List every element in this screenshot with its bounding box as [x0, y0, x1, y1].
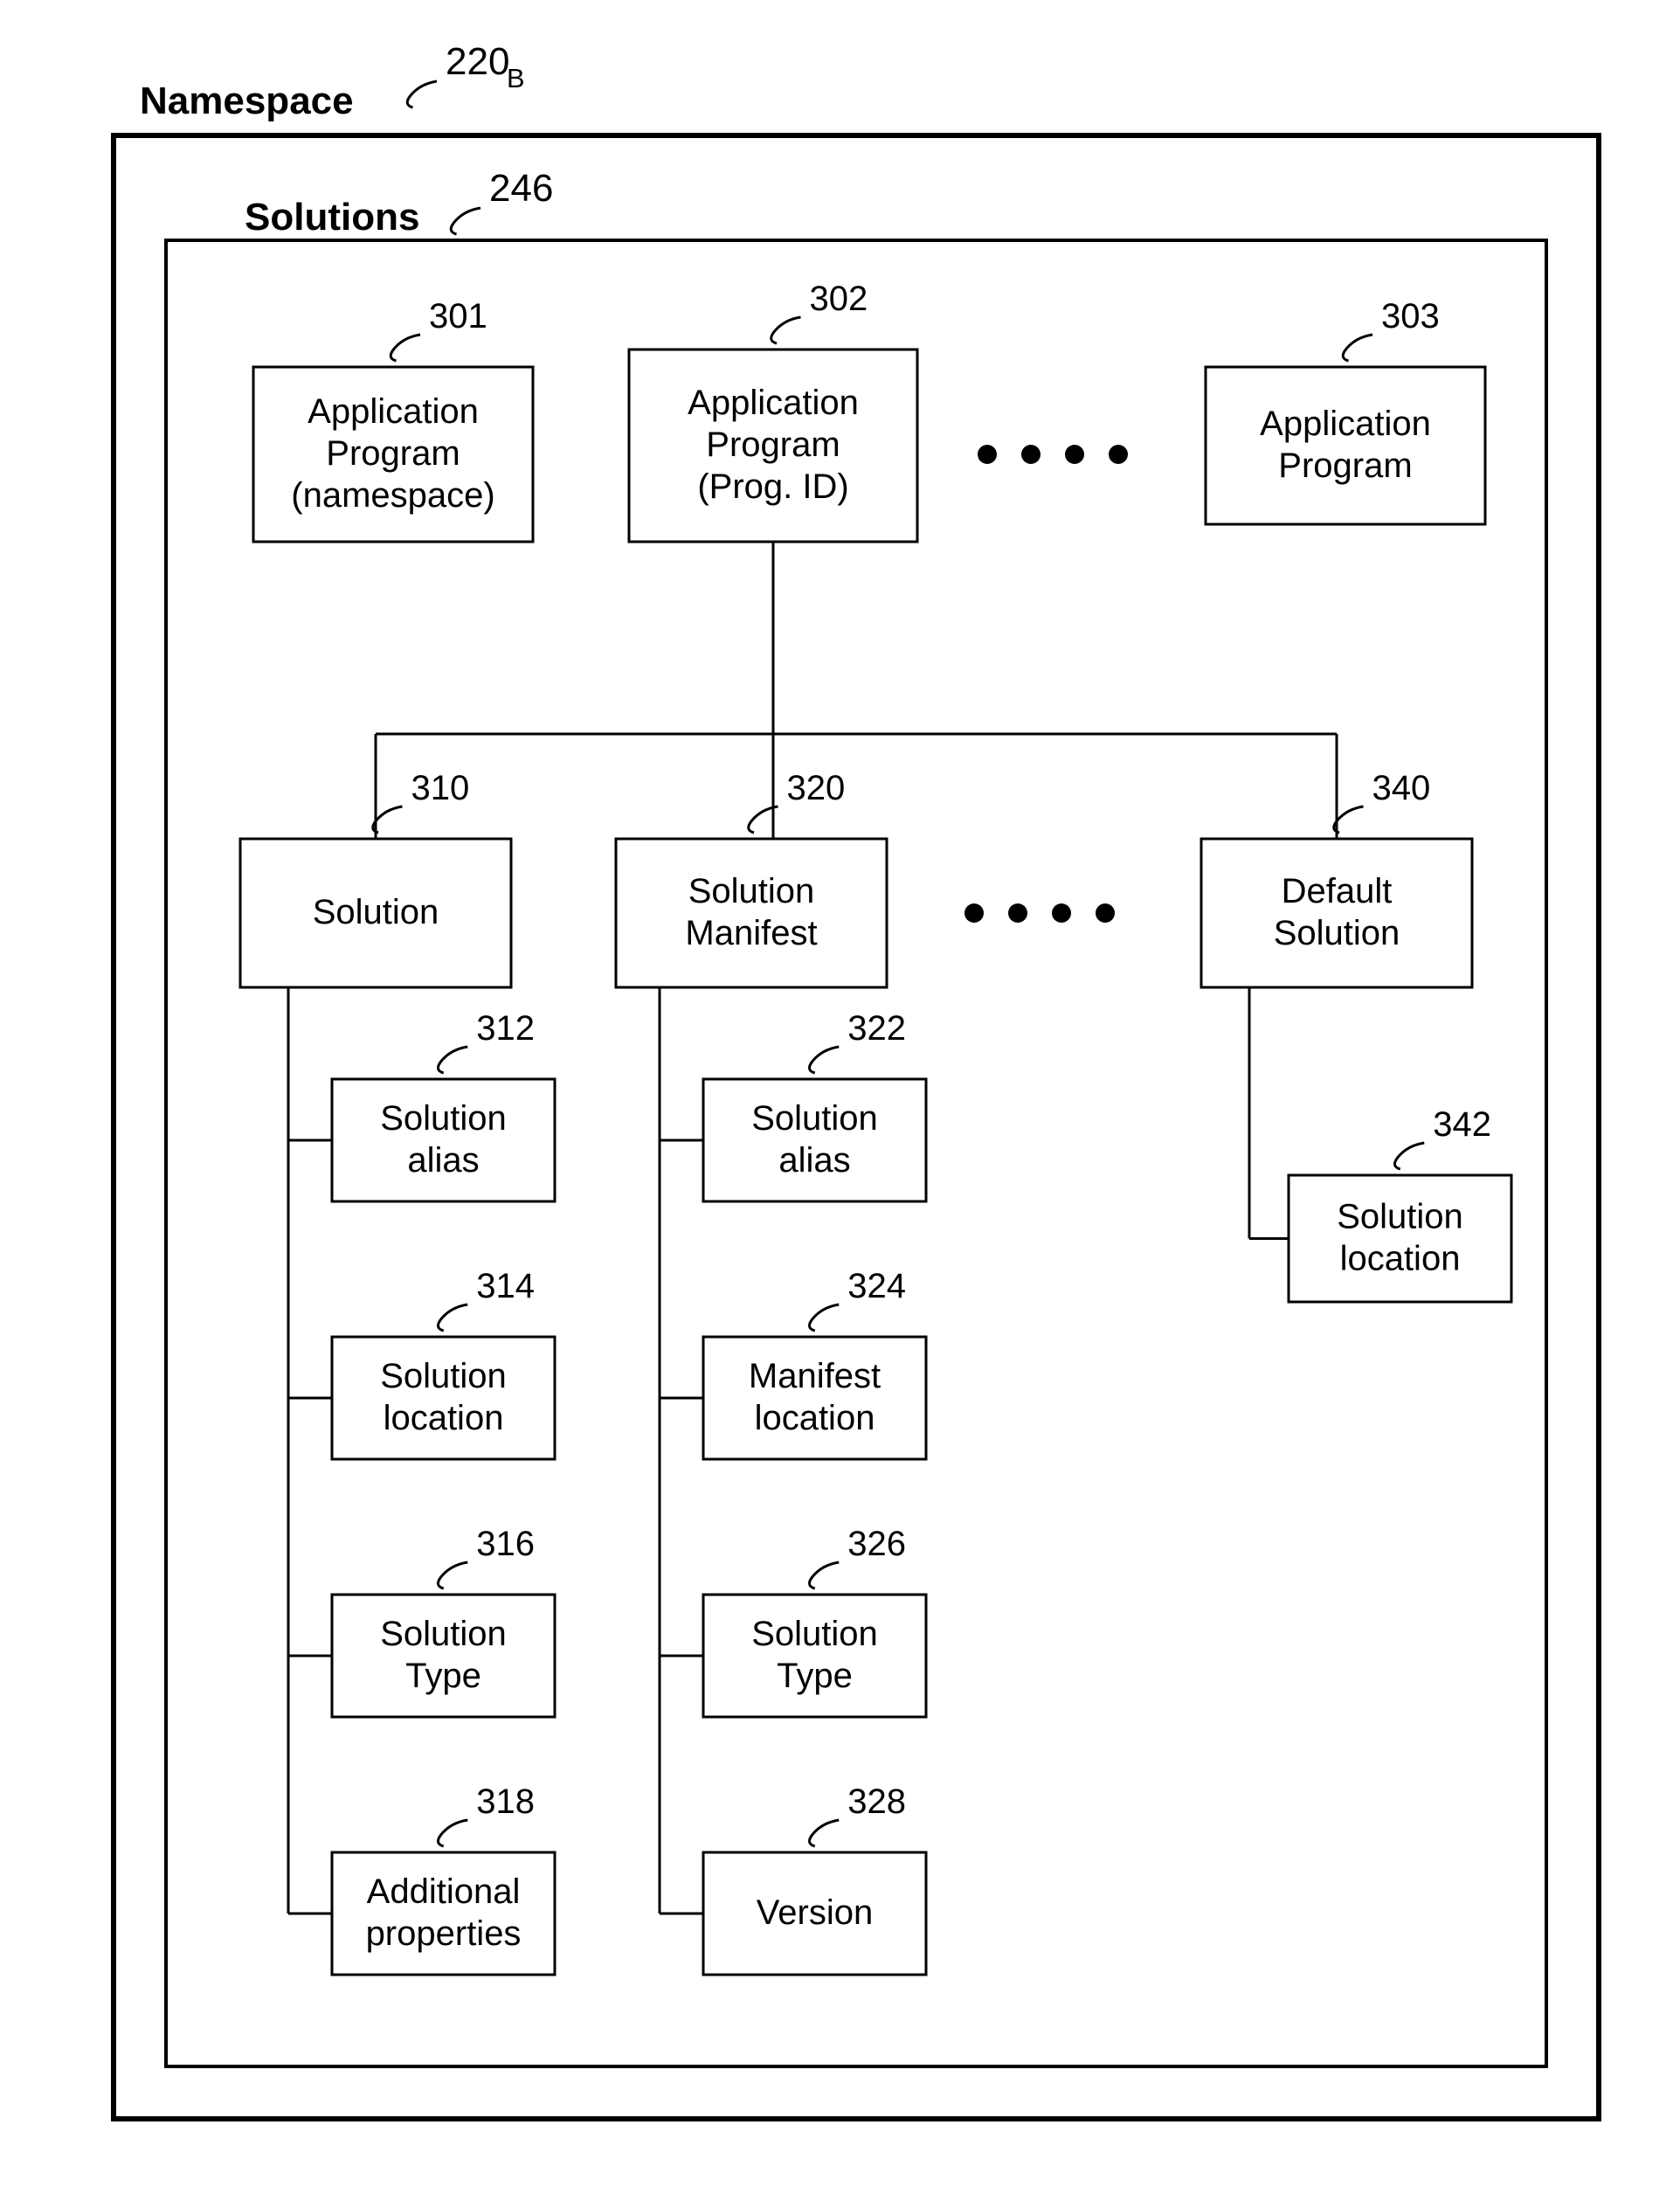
svg-text:Application: Application: [688, 384, 859, 422]
svg-text:location: location: [1340, 1240, 1461, 1278]
svg-text:location: location: [384, 1399, 504, 1437]
col-mid-m-version: Version 328: [703, 1782, 926, 1975]
svg-text:Application: Application: [308, 392, 479, 431]
svg-text:310: 310: [411, 769, 470, 807]
svg-text:Solution: Solution: [380, 1357, 507, 1395]
svg-text:301: 301: [429, 297, 487, 336]
col-left-sol-alias: Solutionalias 312: [332, 1009, 555, 1201]
col-left-sol-type: Solution Type 316: [332, 1525, 555, 1717]
svg-text:Additional: Additional: [367, 1872, 521, 1911]
svg-text:328: 328: [847, 1782, 906, 1821]
svg-text:alias: alias: [407, 1141, 479, 1180]
svg-text:Solution: Solution: [751, 1615, 878, 1653]
app-303: ApplicationProgram 303: [1206, 297, 1485, 524]
svg-text:322: 322: [847, 1009, 906, 1048]
svg-text:326: 326: [847, 1525, 906, 1563]
svg-text:Type: Type: [405, 1657, 481, 1695]
svg-text:Manifest: Manifest: [685, 914, 817, 952]
svg-text:Program: Program: [1278, 446, 1412, 485]
svg-text:Program: Program: [706, 426, 840, 464]
svg-text:312: 312: [476, 1009, 535, 1048]
svg-text:324: 324: [847, 1267, 906, 1305]
ellipsis-dot: [978, 445, 997, 464]
col-left-sol-props: Additionalproperties 318: [332, 1782, 555, 1975]
app-301: ApplicationProgram(namespace) 301: [253, 297, 533, 542]
svg-text:Default: Default: [1282, 872, 1393, 910]
col-left-sol-location: Solution location 314: [332, 1267, 555, 1459]
svg-text:Solution: Solution: [1337, 1198, 1463, 1236]
svg-text:303: 303: [1381, 297, 1440, 336]
col-mid-m-location: Manifest location 324: [703, 1267, 926, 1459]
svg-text:Solution: Solution: [313, 893, 439, 931]
svg-text:Solution: Solution: [1274, 914, 1400, 952]
svg-text:Solution: Solution: [380, 1615, 507, 1653]
svg-text:Namespace: Namespace: [140, 80, 354, 122]
svg-text:302: 302: [810, 280, 868, 318]
svg-text:Solutions: Solutions: [245, 196, 419, 239]
svg-text:320: 320: [787, 769, 846, 807]
col-mid-m-alias: Solutionalias 322: [703, 1009, 926, 1201]
svg-text:alias: alias: [778, 1141, 850, 1180]
ellipsis-dot: [964, 903, 984, 923]
app-302: Application Program(Prog. ID) 302: [629, 280, 917, 542]
svg-text:342: 342: [1433, 1105, 1491, 1144]
svg-text:Solution: Solution: [688, 872, 815, 910]
svg-text:Application: Application: [1260, 405, 1431, 443]
svg-text:Manifest: Manifest: [749, 1357, 881, 1395]
svg-text:220: 220: [446, 40, 509, 83]
svg-text:Type: Type: [777, 1657, 853, 1695]
svg-text:Program: Program: [326, 434, 460, 473]
svg-text:314: 314: [476, 1267, 535, 1305]
svg-text:340: 340: [1372, 769, 1431, 807]
svg-text:properties: properties: [366, 1914, 522, 1953]
svg-text:Solution: Solution: [380, 1099, 507, 1138]
ellipsis-dot: [1052, 903, 1071, 923]
ellipsis-dot: [1096, 903, 1115, 923]
svg-text:B: B: [507, 63, 525, 93]
ellipsis-dot: [1021, 445, 1040, 464]
svg-text:316: 316: [476, 1525, 535, 1563]
svg-text:246: 246: [489, 167, 553, 210]
manifest: Solution Manifest 320: [616, 769, 887, 987]
svg-text:(namespace): (namespace): [291, 476, 494, 515]
ellipsis-dot: [1008, 903, 1027, 923]
col-right-def-location: Solution location 342: [1289, 1105, 1511, 1302]
svg-text:(Prog. ID): (Prog. ID): [697, 467, 848, 506]
svg-text:Solution: Solution: [751, 1099, 878, 1138]
svg-text:318: 318: [476, 1782, 535, 1821]
svg-text:location: location: [755, 1399, 875, 1437]
svg-text:Version: Version: [757, 1893, 873, 1932]
col-mid-m-type: Solution Type 326: [703, 1525, 926, 1717]
ellipsis-dot: [1109, 445, 1128, 464]
ellipsis-dot: [1065, 445, 1084, 464]
